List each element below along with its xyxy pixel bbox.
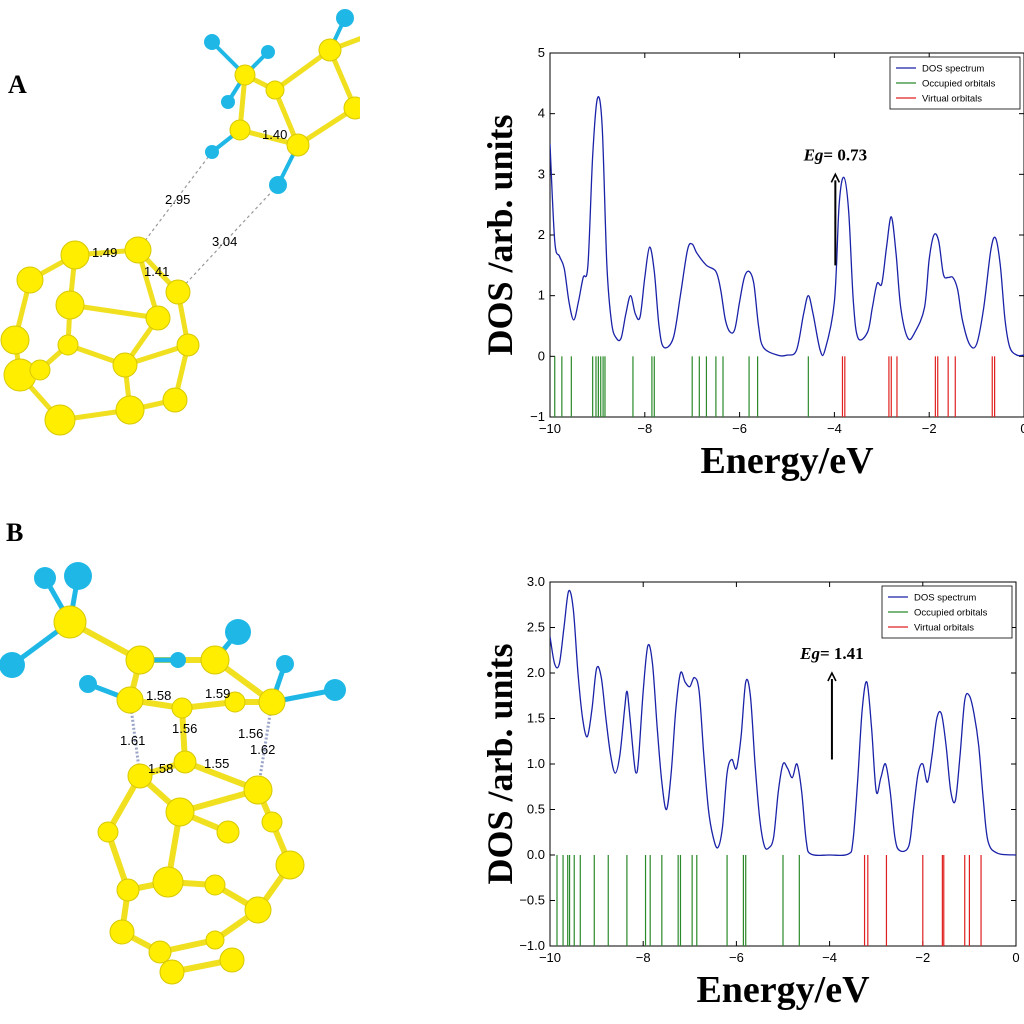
chart-1-ytick-label-3: 0.5 <box>527 802 545 817</box>
chart-0-ytick-label-3: 2 <box>538 227 545 242</box>
chart-0-xtick-label-0: −10 <box>539 421 561 436</box>
chart-0-dos-spectrum-line <box>550 96 1024 357</box>
chart-0-eg-arrow-head <box>830 172 841 183</box>
chart-1-ytick-label-4: 1.0 <box>527 756 545 771</box>
chart-0-xtick-label-1: −8 <box>637 421 652 436</box>
chart-1-xtick-label-4: −2 <box>915 950 930 965</box>
chart-1-ytick-label-2: 0.0 <box>527 847 545 862</box>
chart-0-ytick-label-5: 4 <box>538 106 545 121</box>
chart-1-ytick-label-0: −1.0 <box>519 938 545 953</box>
panel-label-b: B <box>6 518 24 547</box>
chart-1-xtick-label-3: −4 <box>822 950 837 965</box>
molecule-a-bonds <box>12 36 360 423</box>
bond-label-b-8: 1.55 <box>204 756 229 771</box>
chart-1-eg-arrow-head <box>827 671 837 682</box>
bond-label-b-1: 1.58 <box>146 688 171 703</box>
molecule-a-noncovalent <box>137 151 279 293</box>
bond-label-a-4: 1.49 <box>92 245 117 260</box>
bond-label-b-7: 1.58 <box>148 761 173 776</box>
chart-0-legend-entry-1: Occupied orbitals <box>922 79 996 90</box>
chart-0-ytick-label-1: 0 <box>538 348 545 363</box>
chart-1-xtick-label-2: −6 <box>729 950 744 965</box>
bond-label-a-3: 3.04 <box>212 234 237 249</box>
chart-1-y-axis-label: DOS /arb. units <box>484 643 520 884</box>
bond-label-b-2: 1.59 <box>205 686 230 701</box>
bond-label-b-3: 1.56 <box>172 721 197 736</box>
chart-1-ytick-label-6: 2.0 <box>527 665 545 680</box>
bond-label-a-1: 1.40 <box>262 127 287 142</box>
chart-0-ytick-label-0: −1 <box>530 409 545 424</box>
molecule-b: 1.58 1.59 1.56 1.61 1.56 1.62 1.58 1.55 <box>0 562 346 985</box>
chart-1-xtick-label-1: −8 <box>636 950 651 965</box>
chart-0-ytick-label-2: 1 <box>538 288 545 303</box>
chart-1-eg-annotation: Eg= 1.41 <box>799 644 864 663</box>
chart-0-xtick-label-5: 0 <box>1020 421 1024 436</box>
chart-1-legend-entry-2: Virtual orbitals <box>914 623 974 634</box>
chart-0-x-axis-label: Energy/eV <box>700 440 874 482</box>
chart-1-ytick-label-8: 3.0 <box>527 574 545 589</box>
chart-1-ytick-label-5: 1.5 <box>527 711 545 726</box>
chart-0-xtick-label-4: −2 <box>922 421 937 436</box>
molecule-a: 1.40 2.95 3.04 1.49 1.41 <box>0 9 360 436</box>
chart-0-y-axis-label: DOS /arb. units <box>484 114 520 355</box>
bond-label-b-5: 1.56 <box>238 726 263 741</box>
chart-1-xtick-label-5: 0 <box>1012 950 1019 965</box>
chart-0-ytick-label-6: 5 <box>538 45 545 60</box>
chart-1-x-axis-label: Energy/eV <box>696 969 870 1011</box>
bond-label-b-6: 1.62 <box>250 742 275 757</box>
chart-0-eg-annotation: Eg= 0.73 <box>803 145 868 164</box>
panel-label-a: A <box>8 70 27 99</box>
chart-1-ytick-label-7: 2.5 <box>527 620 545 635</box>
chart-0-legend-entry-2: Virtual orbitals <box>922 94 982 105</box>
bond-label-a-5: 1.41 <box>144 264 169 279</box>
chart-1-dos-spectrum-line <box>550 589 1016 857</box>
molecule-a-carbon-atoms <box>0 38 360 436</box>
molecule-a-hydrogen-atoms <box>204 9 354 194</box>
chart-1-xtick-label-0: −10 <box>539 950 561 965</box>
chart-0-ytick-label-4: 3 <box>538 166 545 181</box>
bond-label-b-4: 1.61 <box>120 733 145 748</box>
chart-1-legend-entry-1: Occupied orbitals <box>914 608 988 619</box>
chart-0-xtick-label-2: −6 <box>732 421 747 436</box>
chart-1-ytick-label-1: −0.5 <box>519 893 545 908</box>
dos-chart-b: −10 −8 −6 −4 −2 0 −1.0 −0.5 0.0 0.5 1.0 1.5 2.0 2.5 3.… <box>484 574 1020 1011</box>
bond-label-a-2: 2.95 <box>165 192 190 207</box>
chart-0-xtick-label-3: −4 <box>827 421 842 436</box>
chart-1-legend-entry-0: DOS spectrum <box>914 593 976 604</box>
chart-0-legend-entry-0: DOS spectrum <box>922 64 984 75</box>
